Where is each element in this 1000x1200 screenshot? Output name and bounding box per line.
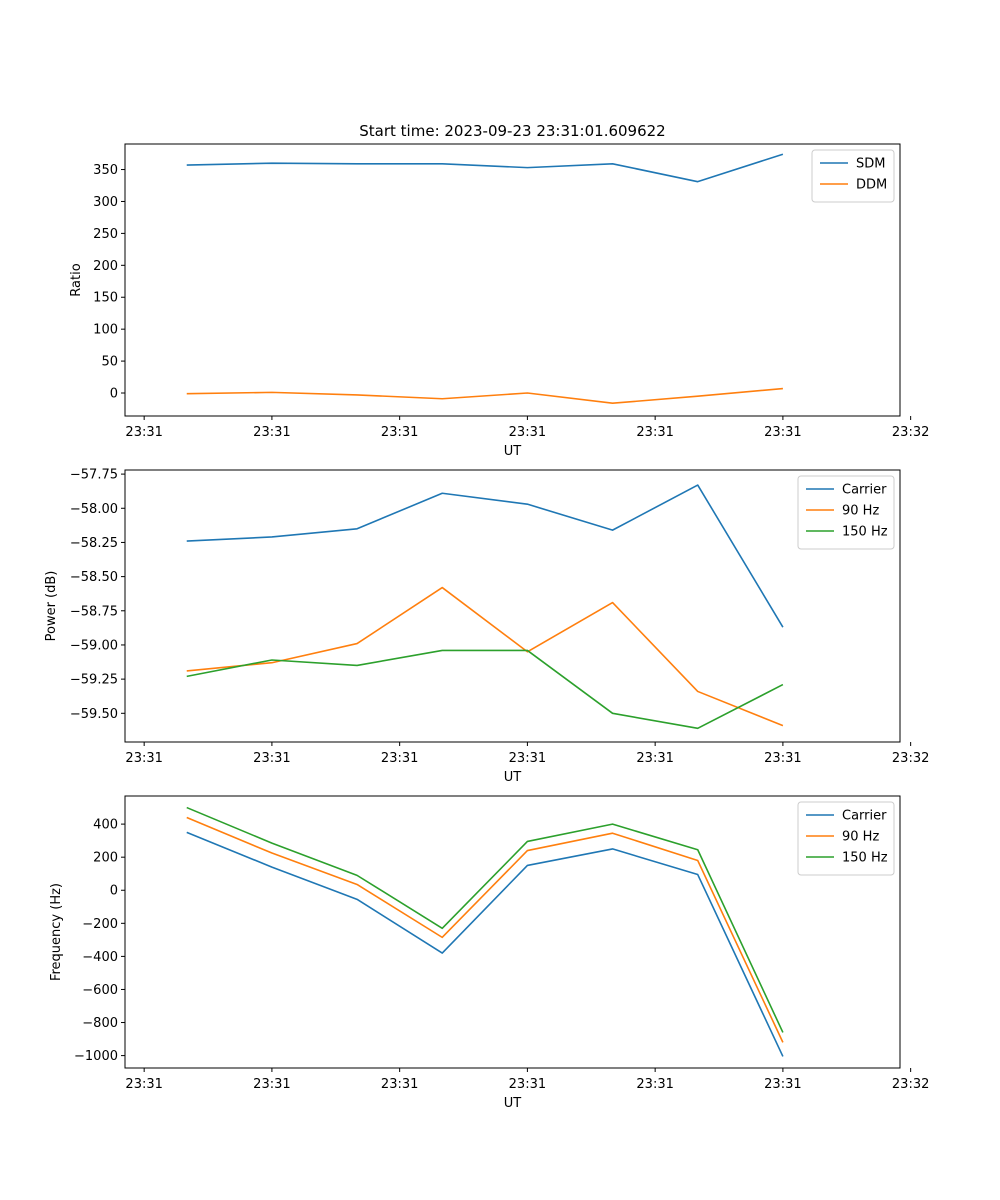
y-axis-label: Power (dB) <box>44 571 59 642</box>
figure-title: Start time: 2023-09-23 23:31:01.609622 <box>359 122 665 140</box>
y-tick-label: 150 <box>93 291 118 306</box>
x-tick-label: 23:31 <box>381 425 418 440</box>
x-tick-label: 23:31 <box>381 751 418 766</box>
series-line-150-hz <box>186 806 784 1033</box>
x-tick-label: 23:31 <box>636 425 673 440</box>
y-tick-label: 350 <box>93 163 118 178</box>
x-tick-label: 23:31 <box>509 1077 546 1092</box>
y-axis-label: Frequency (Hz) <box>49 883 64 981</box>
x-tick-label: 23:31 <box>381 1077 418 1092</box>
y-tick-label: −58.75 <box>70 604 118 619</box>
y-axis-label: Ratio <box>69 263 84 296</box>
x-tick-label: 23:31 <box>636 1077 673 1092</box>
x-tick-label: 23:32 <box>892 751 929 766</box>
y-tick-label: 100 <box>93 323 118 338</box>
x-axis-label: UT <box>504 444 522 459</box>
x-tick-label: 23:31 <box>636 751 673 766</box>
y-tick-label: −400 <box>82 950 118 965</box>
series-line-carrier <box>186 831 784 1057</box>
y-tick-label: 0 <box>110 387 118 402</box>
x-tick-label: 23:31 <box>764 1077 801 1092</box>
x-tick-label: 23:31 <box>125 425 162 440</box>
axes-frame <box>124 469 901 743</box>
y-tick-label: 400 <box>93 818 118 833</box>
x-axis-label: UT <box>504 1096 522 1111</box>
legend-label: 150 Hz <box>842 851 888 866</box>
x-tick-label: 23:31 <box>125 1077 162 1092</box>
legend-label: Carrier <box>842 483 887 498</box>
legend-label: Carrier <box>842 809 887 824</box>
series-line-carrier <box>186 484 784 628</box>
axes-frame <box>124 143 901 417</box>
y-tick-label: −59.50 <box>70 707 118 722</box>
x-tick-label: 23:31 <box>509 751 546 766</box>
x-tick-label: 23:31 <box>253 425 290 440</box>
chart-panel-3: 23:31 23:31 23:31 23:31 23:31 23:31 23:32 400 20… <box>49 795 929 1111</box>
chart-panel-2: 23:31 23:31 23:31 23:31 23:31 23:31 23:32 −57.7… <box>44 468 929 785</box>
y-tick-label: −58.00 <box>70 502 118 517</box>
x-axis-label: UT <box>504 770 522 785</box>
legend-label: SDM <box>856 157 885 172</box>
y-tick-label: −600 <box>82 983 118 998</box>
y-tick-label: 200 <box>93 851 118 866</box>
x-tick-label: 23:31 <box>764 751 801 766</box>
legend-label: 90 Hz <box>842 504 879 519</box>
x-tick-label: 23:31 <box>764 425 801 440</box>
y-tick-label: −58.50 <box>70 570 118 585</box>
y-tick-label: −59.25 <box>70 673 118 688</box>
y-tick-label: 300 <box>93 195 118 210</box>
y-tick-label: −800 <box>82 1016 118 1031</box>
y-tick-label: −57.75 <box>70 468 118 483</box>
legend-label: DDM <box>856 178 887 193</box>
y-tick-label: −1000 <box>74 1049 118 1064</box>
axes-frame <box>124 795 901 1069</box>
y-tick-label: −59.00 <box>70 638 118 653</box>
y-tick-label: 250 <box>93 227 118 242</box>
y-tick-label: −200 <box>82 917 118 932</box>
x-tick-label: 23:32 <box>892 1077 929 1092</box>
series-line-ddm <box>186 387 783 405</box>
x-tick-label: 23:31 <box>509 425 546 440</box>
series-line-sdm <box>186 153 784 183</box>
legend-label: 90 Hz <box>842 830 879 845</box>
x-tick-label: 23:31 <box>125 751 162 766</box>
series-line-150-hz <box>186 649 784 730</box>
x-tick-label: 23:32 <box>892 425 929 440</box>
legend-label: 150 Hz <box>842 525 888 540</box>
y-tick-label: 50 <box>101 355 118 370</box>
series-line-90-hz <box>186 586 784 727</box>
x-tick-label: 23:31 <box>253 751 290 766</box>
x-tick-label: 23:31 <box>253 1077 290 1092</box>
chart-panel-1: 23:31 23:31 23:31 23:31 23:31 23:31 23:32 0 50 10… <box>69 143 929 459</box>
y-tick-label: 200 <box>93 259 118 274</box>
y-tick-label: −58.25 <box>70 536 118 551</box>
series-line-90-hz <box>186 816 784 1043</box>
y-tick-label: 0 <box>110 884 118 899</box>
